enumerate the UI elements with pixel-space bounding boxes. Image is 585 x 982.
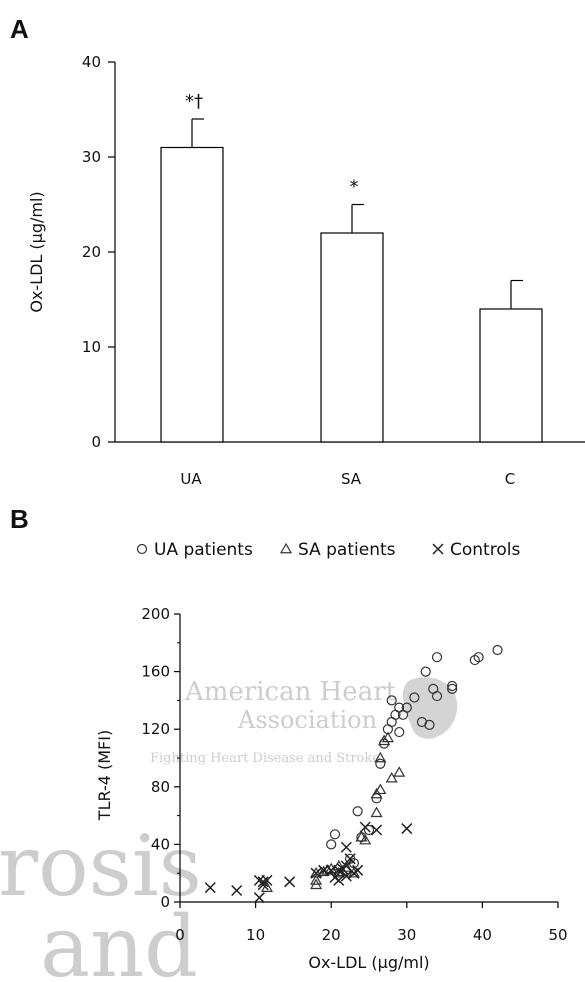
panel-b-point-sa-patients	[378, 734, 391, 746]
panel-b-point-sa-patients	[370, 806, 383, 818]
panel-a-letter: A	[10, 14, 29, 44]
panel-a-significance-mark: *	[350, 177, 359, 198]
panel-a-category-label: C	[505, 470, 515, 488]
panel-b-point-controls	[352, 864, 364, 876]
panel-b-y-tick-label: 160	[141, 663, 170, 681]
panel-b-y-tick-label: 200	[141, 605, 170, 623]
panel-b-x-tick-label: 20	[322, 926, 341, 944]
svg-text:and: and	[40, 898, 198, 978]
panel-b-point-ua-patients	[447, 683, 458, 694]
panel-a-y-tick-label: 30	[82, 148, 101, 166]
panel-b-x-tick-label: 30	[397, 926, 416, 944]
panel-b-point-ua-patients	[326, 839, 337, 850]
panel-b-x-tick-label: 10	[246, 926, 265, 944]
panel-b-point-controls	[340, 870, 352, 882]
legend-marker-sa-patients	[279, 542, 293, 554]
panel-b-y-axis-title: TLR-4 (MFI)	[95, 730, 114, 821]
panel-b-point-controls	[284, 876, 296, 888]
panel-b-point-controls	[401, 823, 413, 835]
panel-b-x-tick-label: 40	[473, 926, 492, 944]
panel-b-y-tick-label: 0	[160, 893, 170, 911]
panel-a-y-axis-title: Ox-LDL (μg/ml)	[27, 191, 46, 312]
panel-b-point-ua-patients	[352, 806, 363, 817]
panel-b-point-sa-patients	[359, 833, 372, 845]
panel-b-y-tick-label: 40	[151, 835, 170, 853]
panel-b-point-sa-patients	[317, 865, 330, 877]
panel-b-point-sa-patients	[374, 751, 387, 763]
panel-b-point-ua-patients	[394, 726, 405, 738]
panel-a-y-tick-label: 10	[82, 338, 101, 356]
watermark-logo: American Heart Association Fighting Hear…	[0, 677, 458, 982]
legend-label-controls: Controls	[450, 540, 520, 560]
legend-marker-ua-patients	[136, 543, 148, 555]
panel-b-point-sa-patients	[393, 766, 406, 777]
panel-b-letter: B	[10, 504, 29, 534]
panel-b-y-tick-label: 80	[151, 778, 170, 796]
panel-b-point-ua-patients	[420, 666, 431, 677]
panel-b-point-controls	[359, 821, 371, 833]
panel-b-point-sa-patients	[310, 866, 323, 878]
panel-b-y-tick-label: 120	[141, 720, 170, 738]
panel-a-bar-ua	[160, 146, 224, 443]
svg-text:rosis: rosis	[0, 817, 202, 915]
legend-label-ua-patients: UA patients	[154, 540, 253, 560]
panel-a-category-label: SA	[341, 470, 362, 488]
panel-b-point-ua-patients	[363, 824, 375, 836]
panel-a-significance-mark: *†	[185, 91, 203, 112]
panel-b-point-controls	[204, 882, 216, 894]
panel-b-point-sa-patients	[374, 783, 387, 795]
panel-b-x-tick-label: 0	[175, 926, 185, 944]
panel-b-legend: UA patients SA patients Controls	[136, 540, 520, 560]
legend-marker-controls	[432, 543, 444, 555]
legend-label-sa-patients: SA patients	[298, 540, 396, 560]
panel-b-point-ua-patients	[447, 680, 458, 692]
panel-b-point-ua-patients	[431, 652, 443, 663]
panel-a-y-tick-label: 40	[82, 53, 101, 71]
panel-a-bar-c	[479, 308, 543, 443]
panel-b-point-ua-patients	[409, 692, 420, 703]
panel-a-category-label: UA	[180, 470, 202, 488]
svg-text:Fighting Heart Disease and Str: Fighting Heart Disease and Stroke	[150, 751, 380, 766]
panel-b-point-controls	[231, 884, 243, 897]
panel-b-point-controls	[340, 841, 352, 853]
panel-b-point-ua-patients	[386, 695, 397, 706]
panel-b-point-controls	[333, 874, 345, 886]
svg-text:Association: Association	[237, 706, 377, 734]
panel-b-point-ua-patients	[473, 652, 484, 663]
panel-a-y-tick-label: 0	[91, 433, 101, 451]
panel-b-point-controls	[253, 892, 265, 904]
panel-b-point-sa-patients	[381, 731, 394, 743]
panel-b-point-ua-patients	[424, 719, 435, 730]
panel-b-point-ua-patients	[401, 702, 412, 713]
panel-a-bar-chart: A 0 10 20 30 40 UA SA C *† * Ox-LDL (μg/ml)	[10, 14, 585, 488]
panel-b-point-ua-patients	[492, 644, 503, 656]
panel-b-point-controls	[371, 824, 383, 836]
panel-b-x-tick-label: 50	[548, 926, 567, 944]
panel-b-point-sa-patients	[385, 771, 398, 783]
panel-a-bar-sa	[320, 232, 384, 443]
panel-b-scatter-plot: B UA patients SA patients Controls 0 40 80 12…	[10, 504, 568, 972]
panel-b-point-controls	[333, 864, 345, 876]
panel-a-y-tick-label: 20	[82, 243, 101, 261]
panel-b-point-ua-patients	[375, 758, 386, 769]
svg-text:American Heart: American Heart	[184, 677, 397, 707]
panel-b-point-controls	[344, 853, 356, 865]
panel-b-point-controls	[261, 874, 273, 886]
panel-b-point-ua-patients	[431, 690, 443, 702]
panel-b-point-controls	[310, 867, 322, 879]
panel-b-point-sa-patients	[310, 874, 323, 885]
panel-b-point-controls	[257, 876, 269, 888]
panel-b-x-axis-title: Ox-LDL (μg/ml)	[308, 953, 429, 972]
panel-b-point-ua-patients	[329, 829, 341, 840]
